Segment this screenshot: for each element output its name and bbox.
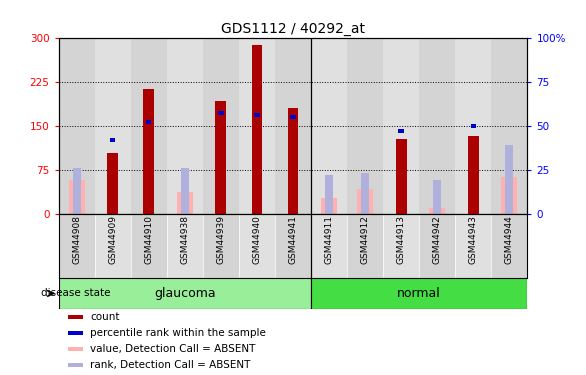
Bar [321, 198, 337, 214]
Text: GSM44944: GSM44944 [505, 215, 514, 264]
Bar [218, 111, 224, 116]
Text: value, Detection Call = ABSENT: value, Detection Call = ABSENT [90, 344, 256, 354]
Bar [468, 136, 479, 214]
Bar [68, 347, 83, 351]
Bar [95, 214, 131, 278]
Bar [177, 192, 193, 214]
Bar [383, 214, 419, 278]
Text: disease state: disease state [40, 288, 110, 298]
Bar [311, 214, 347, 278]
Bar [419, 214, 455, 278]
Bar [290, 115, 296, 119]
Bar [59, 278, 311, 309]
Bar [275, 38, 311, 214]
Text: GSM44942: GSM44942 [432, 215, 442, 264]
Bar [239, 214, 275, 278]
Text: percentile rank within the sample: percentile rank within the sample [90, 328, 267, 338]
Bar [68, 363, 83, 367]
Text: GSM44912: GSM44912 [360, 215, 370, 264]
Text: GSM44943: GSM44943 [469, 215, 478, 264]
Bar [429, 209, 445, 214]
Bar [110, 138, 115, 142]
Bar [311, 278, 527, 309]
Title: GDS1112 / 40292_at: GDS1112 / 40292_at [221, 22, 365, 36]
Bar [396, 138, 407, 214]
Text: GSM44913: GSM44913 [397, 215, 406, 264]
Bar [59, 214, 95, 278]
Bar [383, 38, 419, 214]
Bar [275, 214, 311, 278]
Bar [491, 214, 527, 278]
Bar [251, 45, 263, 214]
Bar [203, 214, 239, 278]
Bar [73, 168, 81, 214]
Bar [455, 38, 491, 214]
Bar [254, 113, 260, 117]
Bar [325, 175, 333, 214]
Bar [433, 180, 441, 214]
Bar [167, 214, 203, 278]
Bar [491, 38, 527, 214]
Bar [216, 101, 226, 214]
Text: GSM44908: GSM44908 [72, 215, 81, 264]
Bar [181, 168, 189, 214]
Bar [419, 38, 455, 214]
Bar [347, 38, 383, 214]
Text: count: count [90, 312, 120, 322]
Bar [347, 214, 383, 278]
Text: rank, Detection Call = ABSENT: rank, Detection Call = ABSENT [90, 360, 251, 370]
Text: GSM44910: GSM44910 [144, 215, 154, 264]
Bar [501, 177, 517, 214]
Text: GSM44940: GSM44940 [253, 215, 261, 264]
Bar [146, 120, 151, 124]
Bar [288, 108, 298, 214]
Bar [68, 331, 83, 335]
Bar [455, 214, 491, 278]
Bar [167, 38, 203, 214]
Text: GSM44909: GSM44909 [108, 215, 117, 264]
Bar [68, 315, 83, 319]
Bar [311, 38, 347, 214]
Bar [239, 38, 275, 214]
Text: GSM44938: GSM44938 [180, 215, 189, 264]
Text: glaucoma: glaucoma [154, 287, 216, 300]
Bar [203, 38, 239, 214]
Bar [107, 153, 118, 214]
Text: GSM44939: GSM44939 [216, 215, 226, 264]
Bar [361, 173, 369, 214]
Text: GSM44911: GSM44911 [325, 215, 333, 264]
Bar [357, 189, 373, 214]
Text: normal: normal [397, 287, 441, 300]
Bar [95, 38, 131, 214]
Bar [131, 38, 167, 214]
Text: GSM44941: GSM44941 [288, 215, 298, 264]
Bar [59, 38, 95, 214]
Bar [398, 129, 404, 133]
Bar [69, 180, 85, 214]
Bar [471, 124, 476, 128]
Bar [131, 214, 167, 278]
Bar [505, 145, 513, 214]
Bar [144, 89, 154, 214]
